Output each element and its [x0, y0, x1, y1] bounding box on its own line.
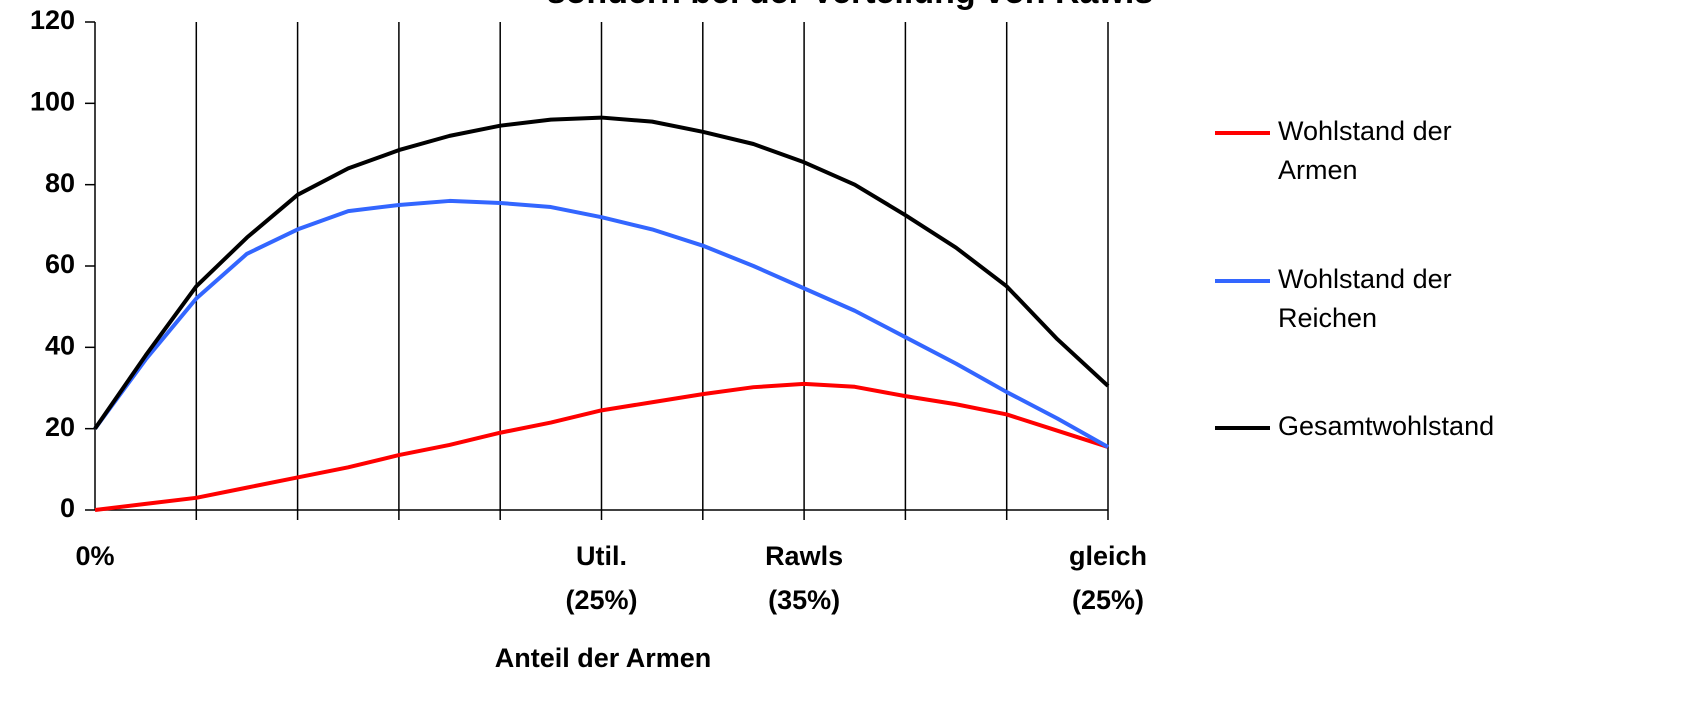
x-tick-label-line: (35%) [768, 585, 840, 615]
legend-label: Wohlstand der Armen [1278, 116, 1452, 185]
legend-label: Gesamtwohlstand [1278, 411, 1494, 441]
y-tick-label: 40 [45, 330, 75, 360]
legend-label-line: Reichen [1278, 303, 1377, 333]
x-tick-label-line: Rawls [765, 541, 843, 571]
x-tick-label-line: gleich [1069, 541, 1147, 571]
legend-label-line: Armen [1278, 155, 1358, 185]
y-tick-label: 0 [60, 493, 75, 523]
x-tick-label: Util. (25%) [565, 541, 637, 615]
y-tick-label: 20 [45, 412, 75, 442]
x-tick-label-line: (25%) [565, 585, 637, 615]
x-axis-title: Anteil der Armen [495, 643, 712, 673]
series-line [93, 198, 1109, 449]
y-tick-label: 120 [30, 5, 75, 35]
x-tick-label: gleich (25%) [1069, 541, 1147, 615]
y-tick-label: 60 [45, 249, 75, 279]
x-tick-label: 0% [75, 541, 114, 571]
y-tick-label: 80 [45, 168, 75, 198]
x-tick-label: Rawls (35%) [765, 541, 843, 615]
legend-label-line: Wohlstand der [1278, 116, 1452, 146]
legend-label-line: Wohlstand der [1278, 264, 1452, 294]
series-line [93, 115, 1110, 430]
y-tick-label: 100 [30, 86, 75, 116]
chart-title: sondern bei der Verteilung von Rawls [547, 0, 1153, 11]
legend-label: Wohlstand der Reichen [1278, 264, 1452, 333]
x-tick-label-line: Util. [576, 541, 627, 571]
x-tick-label-line: (25%) [1072, 585, 1144, 615]
series-line [94, 381, 1109, 512]
